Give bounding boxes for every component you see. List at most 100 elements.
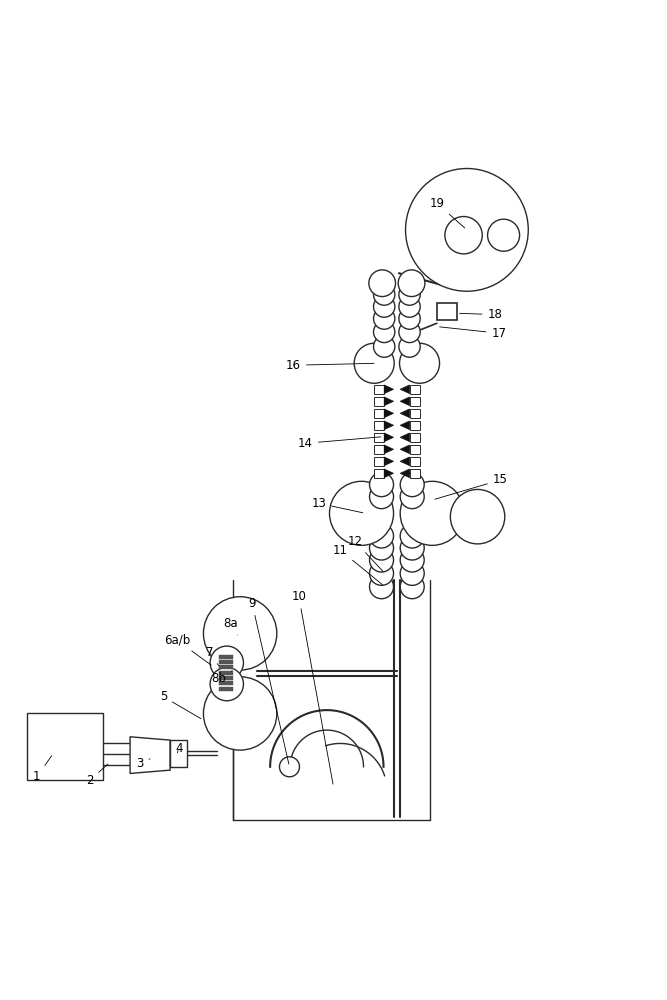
Circle shape — [400, 473, 424, 497]
Circle shape — [399, 284, 420, 305]
Polygon shape — [384, 397, 394, 406]
Circle shape — [374, 321, 395, 343]
Text: 7: 7 — [206, 646, 219, 666]
Circle shape — [400, 536, 424, 560]
Circle shape — [329, 481, 394, 545]
Text: 13: 13 — [311, 497, 363, 513]
Text: 1: 1 — [33, 756, 52, 783]
Circle shape — [370, 536, 394, 560]
Bar — [170, 740, 187, 767]
Polygon shape — [219, 687, 233, 691]
Circle shape — [399, 321, 420, 343]
Circle shape — [400, 481, 464, 545]
Bar — [410, 397, 420, 406]
Circle shape — [450, 489, 505, 544]
Circle shape — [370, 561, 394, 585]
Text: 8a: 8a — [223, 617, 237, 635]
Text: 11: 11 — [333, 544, 383, 585]
Bar — [374, 445, 384, 454]
Text: 19: 19 — [430, 197, 465, 228]
Circle shape — [210, 667, 243, 701]
Bar — [374, 409, 384, 418]
Circle shape — [374, 336, 395, 357]
Circle shape — [400, 343, 440, 383]
Polygon shape — [400, 421, 410, 430]
Circle shape — [374, 284, 395, 305]
Text: 10: 10 — [291, 590, 333, 784]
Bar — [374, 385, 384, 394]
Text: 18: 18 — [460, 308, 502, 321]
Circle shape — [354, 343, 394, 383]
Text: 14: 14 — [298, 437, 381, 450]
Polygon shape — [384, 385, 394, 394]
Text: 15: 15 — [435, 473, 508, 499]
Circle shape — [370, 575, 394, 599]
Circle shape — [400, 524, 424, 548]
Circle shape — [399, 296, 420, 317]
Bar — [374, 397, 384, 406]
Bar — [410, 445, 420, 454]
Circle shape — [210, 646, 243, 679]
Polygon shape — [400, 385, 410, 394]
Circle shape — [400, 561, 424, 585]
Text: 2: 2 — [86, 764, 108, 787]
Polygon shape — [219, 681, 233, 685]
Circle shape — [399, 308, 420, 329]
Text: 12: 12 — [348, 535, 383, 571]
Circle shape — [374, 308, 395, 329]
Bar — [374, 469, 384, 478]
Text: 6a/b: 6a/b — [163, 634, 211, 665]
Bar — [437, 303, 457, 320]
Bar — [410, 457, 420, 466]
Polygon shape — [384, 433, 394, 442]
Circle shape — [370, 524, 394, 548]
Bar — [410, 409, 420, 418]
Circle shape — [406, 169, 528, 291]
Circle shape — [400, 485, 424, 509]
Text: 9: 9 — [248, 597, 289, 764]
Circle shape — [400, 575, 424, 599]
Circle shape — [400, 548, 424, 572]
Circle shape — [374, 296, 395, 317]
Polygon shape — [384, 421, 394, 430]
Circle shape — [445, 217, 482, 254]
Bar — [374, 457, 384, 466]
Polygon shape — [130, 737, 170, 773]
Polygon shape — [400, 469, 410, 478]
Circle shape — [279, 757, 299, 777]
Circle shape — [488, 219, 520, 251]
Circle shape — [203, 597, 277, 670]
Text: 16: 16 — [286, 359, 374, 372]
Bar — [410, 469, 420, 478]
Text: 8b: 8b — [211, 671, 232, 685]
Circle shape — [370, 473, 394, 497]
Bar — [410, 433, 420, 442]
Polygon shape — [400, 457, 410, 466]
Text: 17: 17 — [440, 327, 506, 340]
Bar — [27, 713, 103, 780]
Polygon shape — [384, 409, 394, 418]
Circle shape — [370, 485, 394, 509]
Text: 4: 4 — [175, 742, 183, 755]
Polygon shape — [400, 397, 410, 406]
Circle shape — [369, 270, 396, 297]
Circle shape — [398, 270, 425, 297]
Bar — [374, 421, 384, 430]
Circle shape — [399, 336, 420, 357]
Polygon shape — [219, 660, 233, 664]
Bar — [410, 421, 420, 430]
Text: 3: 3 — [136, 757, 150, 770]
Bar — [410, 385, 420, 394]
Text: 5: 5 — [159, 690, 201, 719]
Polygon shape — [384, 469, 394, 478]
Circle shape — [203, 677, 277, 750]
Polygon shape — [219, 676, 233, 680]
Bar — [374, 433, 384, 442]
Circle shape — [370, 548, 394, 572]
Polygon shape — [219, 665, 233, 669]
Polygon shape — [219, 655, 233, 659]
Polygon shape — [384, 457, 394, 466]
Polygon shape — [400, 409, 410, 418]
Polygon shape — [384, 445, 394, 454]
Polygon shape — [219, 671, 233, 675]
